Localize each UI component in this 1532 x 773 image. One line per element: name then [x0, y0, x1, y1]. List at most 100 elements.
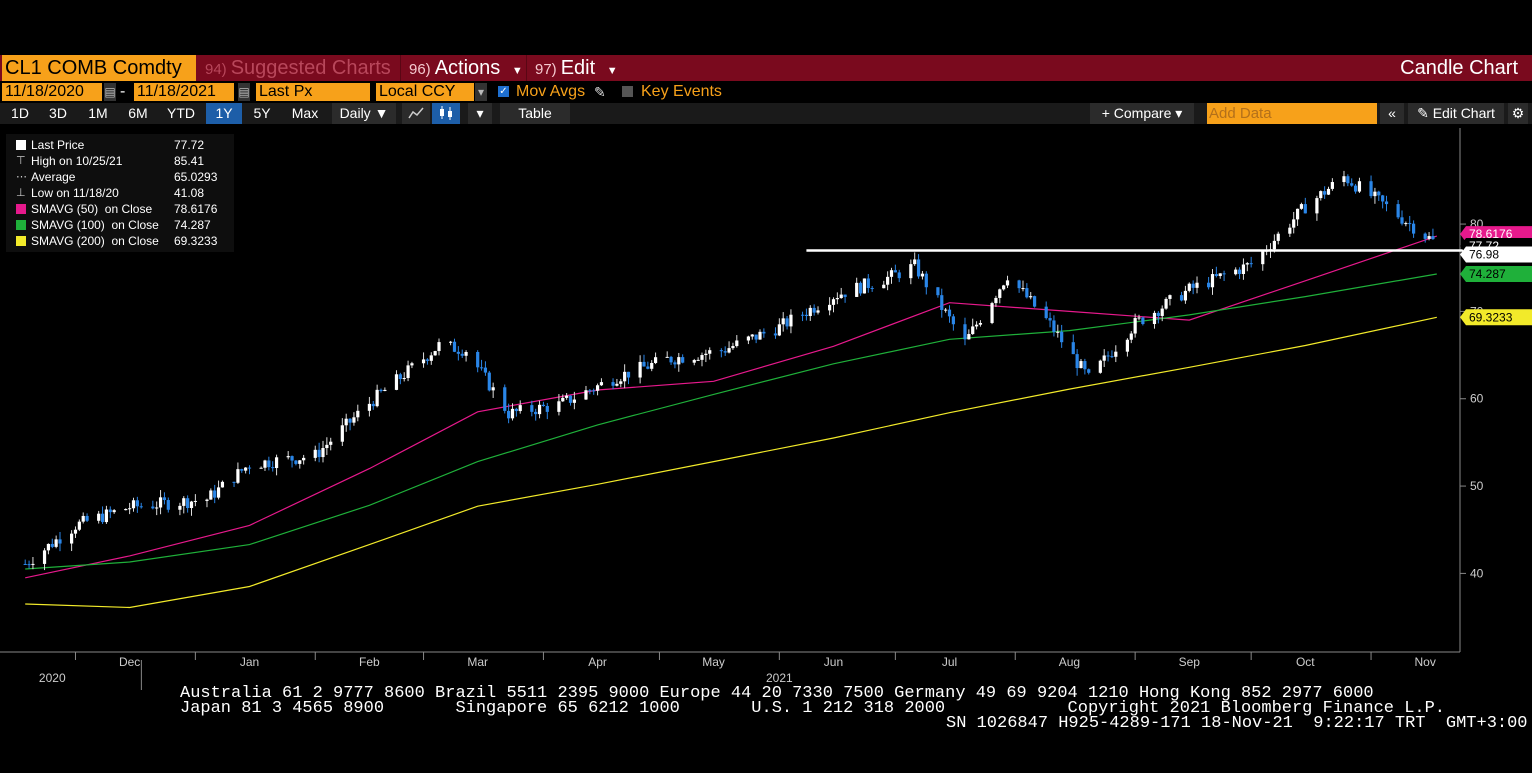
frequency-select[interactable]: Daily ▼ [332, 103, 396, 124]
ticker-field[interactable]: CL1 COMB Comdty [2, 55, 196, 81]
edit-chart-button[interactable]: ✎ Edit Chart [1408, 103, 1504, 124]
price-chart[interactable]: 4050607080DecJanFebMarAprMayJunJulAugSep… [0, 124, 1532, 690]
candle-body [464, 351, 468, 356]
candle-body [398, 374, 402, 380]
candle-body [209, 490, 213, 500]
candle-body [46, 543, 51, 551]
candle-body [186, 498, 190, 509]
candle-body [402, 378, 406, 380]
range-1m[interactable]: 1M [88, 105, 108, 121]
candle-body [1071, 342, 1075, 355]
candle-body [855, 282, 859, 297]
candle-body [916, 259, 921, 277]
actions-menu-button[interactable]: 96) Actions ▼ [400, 55, 524, 81]
candle-body [889, 270, 894, 277]
candle-body [1075, 354, 1079, 369]
candle-body [1195, 282, 1199, 288]
candle-body [839, 294, 843, 299]
suggested-number: 94) [205, 61, 227, 78]
start-calendar-icon[interactable]: ▤ [104, 83, 116, 101]
key-events-label[interactable]: Key Events [641, 83, 722, 100]
table-button[interactable]: Table [500, 103, 570, 124]
add-data-field[interactable]: Add Data [1207, 103, 1377, 124]
range-max[interactable]: Max [291, 105, 319, 121]
candle-body [437, 342, 441, 352]
range-3d[interactable]: 3D [49, 105, 67, 121]
candle-body [963, 324, 967, 340]
settings-gear-icon[interactable]: ⚙ [1508, 103, 1528, 124]
moving-average-line [25, 235, 1437, 579]
edit-menu-button[interactable]: 97) Edit ▼ [526, 55, 618, 81]
mov-avgs-label[interactable]: Mov Avgs [516, 83, 586, 100]
candle-body [100, 513, 105, 523]
candle-body [514, 408, 518, 412]
candle-body [537, 404, 542, 415]
candle-body [340, 425, 344, 442]
chart-style-dropdown-icon[interactable]: ▾ [468, 103, 492, 124]
currency-select[interactable]: Local CCY [376, 83, 474, 101]
range-ytd[interactable]: YTD [167, 105, 195, 121]
candle-body [584, 390, 588, 400]
candle-body [1427, 236, 1431, 239]
candle-body [274, 457, 279, 469]
suggested-charts-button[interactable]: 94) Suggested Charts [200, 55, 396, 81]
candle-body [1025, 288, 1029, 298]
price-field-select[interactable]: Last Px [256, 83, 370, 101]
end-date-field[interactable]: 11/18/2021 [134, 83, 234, 101]
candle-body [81, 515, 85, 522]
candle-body [681, 357, 685, 363]
candle-body [1048, 318, 1052, 321]
candle-body [302, 457, 306, 461]
legend-label: Last Price [31, 138, 85, 152]
candle-body [1237, 269, 1242, 275]
candle-body [843, 294, 847, 297]
range-1d[interactable]: 1D [11, 105, 29, 121]
candle-body [994, 297, 998, 304]
legend-value: 77.72 [174, 138, 205, 152]
add-data-placeholder: Add Data [1209, 105, 1272, 122]
candle-body [785, 318, 789, 327]
candle-body [1141, 317, 1145, 325]
candle-body [220, 481, 225, 488]
candle-body [924, 273, 928, 288]
candle-body [1234, 269, 1238, 275]
candle-body [139, 506, 143, 508]
key-events-checkbox[interactable] [622, 86, 633, 97]
candle-body [789, 314, 793, 327]
price-marker-box [1460, 309, 1532, 326]
candle-body [213, 490, 217, 498]
candle-body [650, 362, 654, 369]
candle-body [313, 449, 317, 458]
price-marker-label: 76.98 [1469, 247, 1499, 261]
candle-chart-icon[interactable] [432, 103, 460, 124]
line-chart-glyph [408, 107, 424, 119]
currency-dropdown-icon[interactable]: ▾ [475, 83, 487, 101]
x-tick-label: May [702, 655, 725, 669]
candle-body [1017, 280, 1021, 289]
range-5y[interactable]: 5Y [253, 105, 271, 121]
candle-body [599, 382, 604, 386]
year-label: 2020 [39, 671, 66, 685]
candle-body [1218, 273, 1222, 277]
range-1y[interactable]: 1Y [206, 103, 242, 124]
candle-body [456, 351, 460, 354]
end-calendar-icon[interactable]: ▤ [238, 83, 250, 101]
start-date-field[interactable]: 11/18/2020 [2, 83, 102, 101]
candle-body [1083, 361, 1087, 370]
mov-avgs-checkbox[interactable]: ✓ [498, 86, 509, 97]
candle-body [1350, 183, 1354, 186]
legend-row: SMAVG (200) on Close 69.3233 [6, 233, 234, 249]
compare-button[interactable]: + Compare ▾ [1090, 103, 1194, 124]
candle-body [244, 467, 248, 471]
legend-swatch [16, 220, 26, 230]
line-chart-icon[interactable] [402, 103, 430, 124]
x-tick-label: Sep [1179, 655, 1201, 669]
pencil-icon[interactable]: ✎ [594, 84, 606, 100]
range-6m[interactable]: 6M [128, 105, 148, 121]
collapse-icon[interactable]: « [1380, 103, 1404, 124]
legend-value: 41.08 [174, 186, 205, 200]
candle-body [592, 390, 596, 392]
candle-body [193, 500, 197, 502]
x-tick-label: Jan [240, 655, 259, 669]
candle-body [182, 498, 186, 506]
